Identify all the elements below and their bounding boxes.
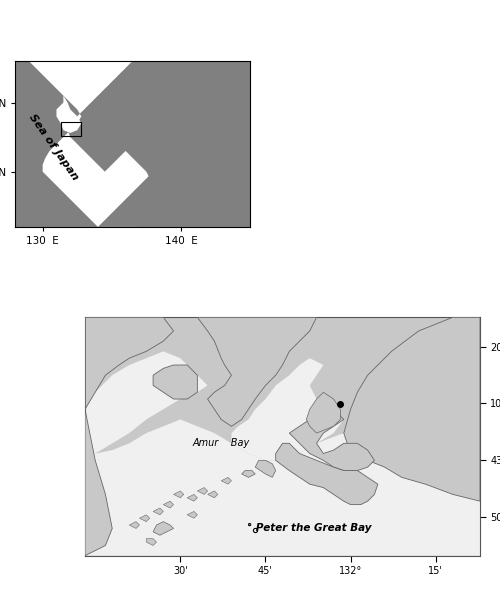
Polygon shape — [256, 460, 276, 478]
Polygon shape — [187, 494, 198, 501]
Polygon shape — [198, 317, 316, 426]
Polygon shape — [208, 491, 218, 498]
Polygon shape — [174, 491, 184, 498]
Polygon shape — [221, 478, 232, 484]
Bar — [60, 122, 82, 136]
Polygon shape — [202, 61, 230, 95]
Polygon shape — [290, 409, 374, 470]
Polygon shape — [15, 61, 250, 227]
Polygon shape — [187, 511, 198, 518]
Text: Sea of Japan: Sea of Japan — [27, 112, 80, 182]
Polygon shape — [50, 206, 70, 227]
Polygon shape — [164, 501, 173, 508]
Polygon shape — [85, 352, 208, 460]
Polygon shape — [85, 317, 174, 409]
Polygon shape — [153, 508, 164, 515]
Polygon shape — [56, 95, 82, 133]
Polygon shape — [198, 488, 207, 494]
Polygon shape — [98, 137, 206, 227]
Polygon shape — [344, 317, 480, 501]
Text: ° Peter the Great Bay: ° Peter the Great Bay — [248, 523, 372, 533]
Polygon shape — [242, 470, 256, 478]
Polygon shape — [184, 103, 250, 151]
Polygon shape — [146, 539, 156, 545]
Polygon shape — [85, 419, 480, 556]
Polygon shape — [153, 365, 198, 399]
Polygon shape — [85, 317, 112, 556]
Text: Amur    Bay: Amur Bay — [192, 439, 250, 448]
Polygon shape — [29, 61, 160, 227]
Polygon shape — [306, 392, 340, 433]
Polygon shape — [153, 521, 174, 535]
Polygon shape — [232, 358, 344, 460]
Polygon shape — [276, 443, 378, 505]
Polygon shape — [130, 521, 140, 529]
Polygon shape — [140, 515, 149, 521]
